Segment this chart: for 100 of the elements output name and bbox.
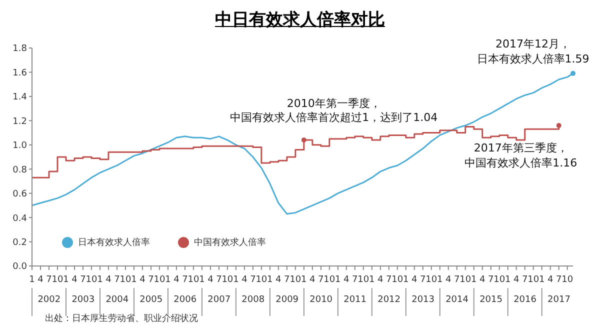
point <box>570 70 576 76</box>
x-tick-label: 1 <box>165 275 171 285</box>
x-tick-label: 7 <box>318 275 324 285</box>
x-tick-label: 10 <box>222 275 234 285</box>
chart-title: 中日有效求人倍率对比 <box>214 9 386 31</box>
x-tick-label: 7 <box>556 275 562 285</box>
x2-tick-label: 2004 <box>106 295 129 305</box>
y-tick-label: 0.2 <box>12 238 27 248</box>
x2-tick-label: 2003 <box>72 295 95 305</box>
x2-tick-label: 2007 <box>208 295 231 305</box>
x-tick-label: 4 <box>208 275 214 285</box>
point <box>301 138 306 143</box>
x-tick-label: 1 <box>63 275 69 285</box>
x-tick-label: 10 <box>494 275 506 285</box>
x-tick-label: 4 <box>378 275 384 285</box>
x-tick-label: 1 <box>267 275 273 285</box>
x2-tick-label: 2011 <box>344 295 367 305</box>
y-tick-label: 1.6 <box>12 68 28 78</box>
x-tick-label: 1 <box>369 275 375 285</box>
x2-tick-label: 2005 <box>140 295 163 305</box>
x-tick-label: 10 <box>290 275 302 285</box>
x-tick-label: 10 <box>528 275 540 285</box>
x2-tick-label: 2015 <box>480 295 502 305</box>
x-tick-label: 4 <box>38 275 44 285</box>
x-tick-label: 1 <box>131 275 137 285</box>
x-tick-label: 10 <box>324 275 336 285</box>
x-tick-label: 10 <box>460 275 472 285</box>
x-tick-label: 10 <box>358 275 370 285</box>
x-tick-label: 4 <box>174 275 180 285</box>
x2-tick-label: 2014 <box>446 295 469 305</box>
x-tick-label: 10 <box>120 275 132 285</box>
x2-tick-label: 2006 <box>174 295 197 305</box>
x-tick-label: 1 <box>199 275 205 285</box>
y-tick-label: 0.8 <box>12 165 28 176</box>
x-tick-label: 7 <box>216 275 222 285</box>
y-tick-label: 0.6 <box>12 190 28 200</box>
x-tick-label: 1 <box>335 275 341 285</box>
x2-tick-label: 2008 <box>242 295 265 305</box>
x2-tick-label: 2010 <box>310 295 333 305</box>
x-tick-label: 4 <box>276 275 282 285</box>
x-tick-label: 7 <box>80 275 86 285</box>
y-tick-label: 1.4 <box>12 92 28 103</box>
x-tick-label: 4 <box>344 275 350 285</box>
x-tick-label: 4 <box>106 275 112 285</box>
x-tick-label: 10 <box>52 275 64 285</box>
x-tick-label: 7 <box>148 275 154 285</box>
x-tick-label: 4 <box>547 275 554 285</box>
x-tick-label: 4 <box>513 275 520 285</box>
x-tick-label: 10 <box>154 275 166 285</box>
annotation: 2017年12月，日本有效求人倍率1.59 <box>476 37 590 66</box>
x-tick-label: 10 <box>188 275 200 285</box>
x-tick-label: 1 <box>504 275 511 285</box>
x-tick-label: 7 <box>46 275 52 285</box>
y-tick-label: 1.0 <box>12 141 28 152</box>
legend-label: 中国有效求人倍率 <box>194 236 266 249</box>
x-tick-label: 1 <box>538 275 545 285</box>
x2-tick-label: 2009 <box>276 295 299 305</box>
x-tick-label: 4 <box>412 275 418 285</box>
x-tick-label: 1 <box>437 275 443 285</box>
x-tick-label: 7 <box>420 275 426 285</box>
x-tick-label: 10 <box>392 275 404 285</box>
x-tick-label: 1 <box>301 275 307 285</box>
x2-tick-label: 2012 <box>378 295 401 305</box>
x2-tick-label: 2002 <box>38 295 61 305</box>
legend-label: 日本有效求人倍率 <box>78 236 150 249</box>
x-tick-label: 10 <box>426 275 438 285</box>
x2-tick-label: 2016 <box>514 295 537 305</box>
x-tick-label: 4 <box>140 275 146 285</box>
x-tick-label: 7 <box>250 275 256 285</box>
x2-tick-label: 2013 <box>412 295 434 305</box>
x-tick-label: 7 <box>522 275 528 285</box>
x-tick-label: 7 <box>386 275 392 285</box>
x-tick-label: 1 <box>233 275 239 285</box>
x-tick-label: 1 <box>97 275 103 285</box>
x-tick-label: 7 <box>488 275 494 285</box>
annotation: 2010年第一季度，中国有效求人倍率首次超过1，达到了1.04 <box>230 97 438 124</box>
x-tick-label: 4 <box>72 275 78 285</box>
x-tick-label: 4 <box>310 275 316 285</box>
point <box>556 123 562 128</box>
x-tick-label: 7 <box>182 275 188 285</box>
x-tick-label: 1 <box>403 275 409 285</box>
x-tick-label: 7 <box>454 275 460 285</box>
y-tick-label: 0.4 <box>12 214 28 224</box>
annotation: 2017年第三季度，中国有效求人倍率1.16 <box>464 142 578 170</box>
x-tick-label: 10 <box>562 275 574 285</box>
x-tick-label: 1 <box>470 275 477 285</box>
x-tick-label: 4 <box>446 275 452 285</box>
y-tick-label: 1.2 <box>12 116 27 127</box>
x2-tick-label: 2017 <box>548 295 570 305</box>
x-tick-label: 7 <box>352 275 358 285</box>
y-tick-label: 0.0 <box>12 262 28 272</box>
x-tick-label: 10 <box>256 275 268 285</box>
x-tick-label: 4 <box>479 275 486 285</box>
x-tick-label: 4 <box>242 275 248 285</box>
x-tick-label: 7 <box>284 275 290 285</box>
text: 出处：日本厚生劳动省、职业介绍状况 <box>45 312 198 325</box>
y-tick-label: 1.8 <box>12 44 28 54</box>
x-tick-label: 7 <box>114 275 120 285</box>
x-tick-label: 10 <box>86 275 98 285</box>
x-tick-label: 1 <box>29 275 35 285</box>
